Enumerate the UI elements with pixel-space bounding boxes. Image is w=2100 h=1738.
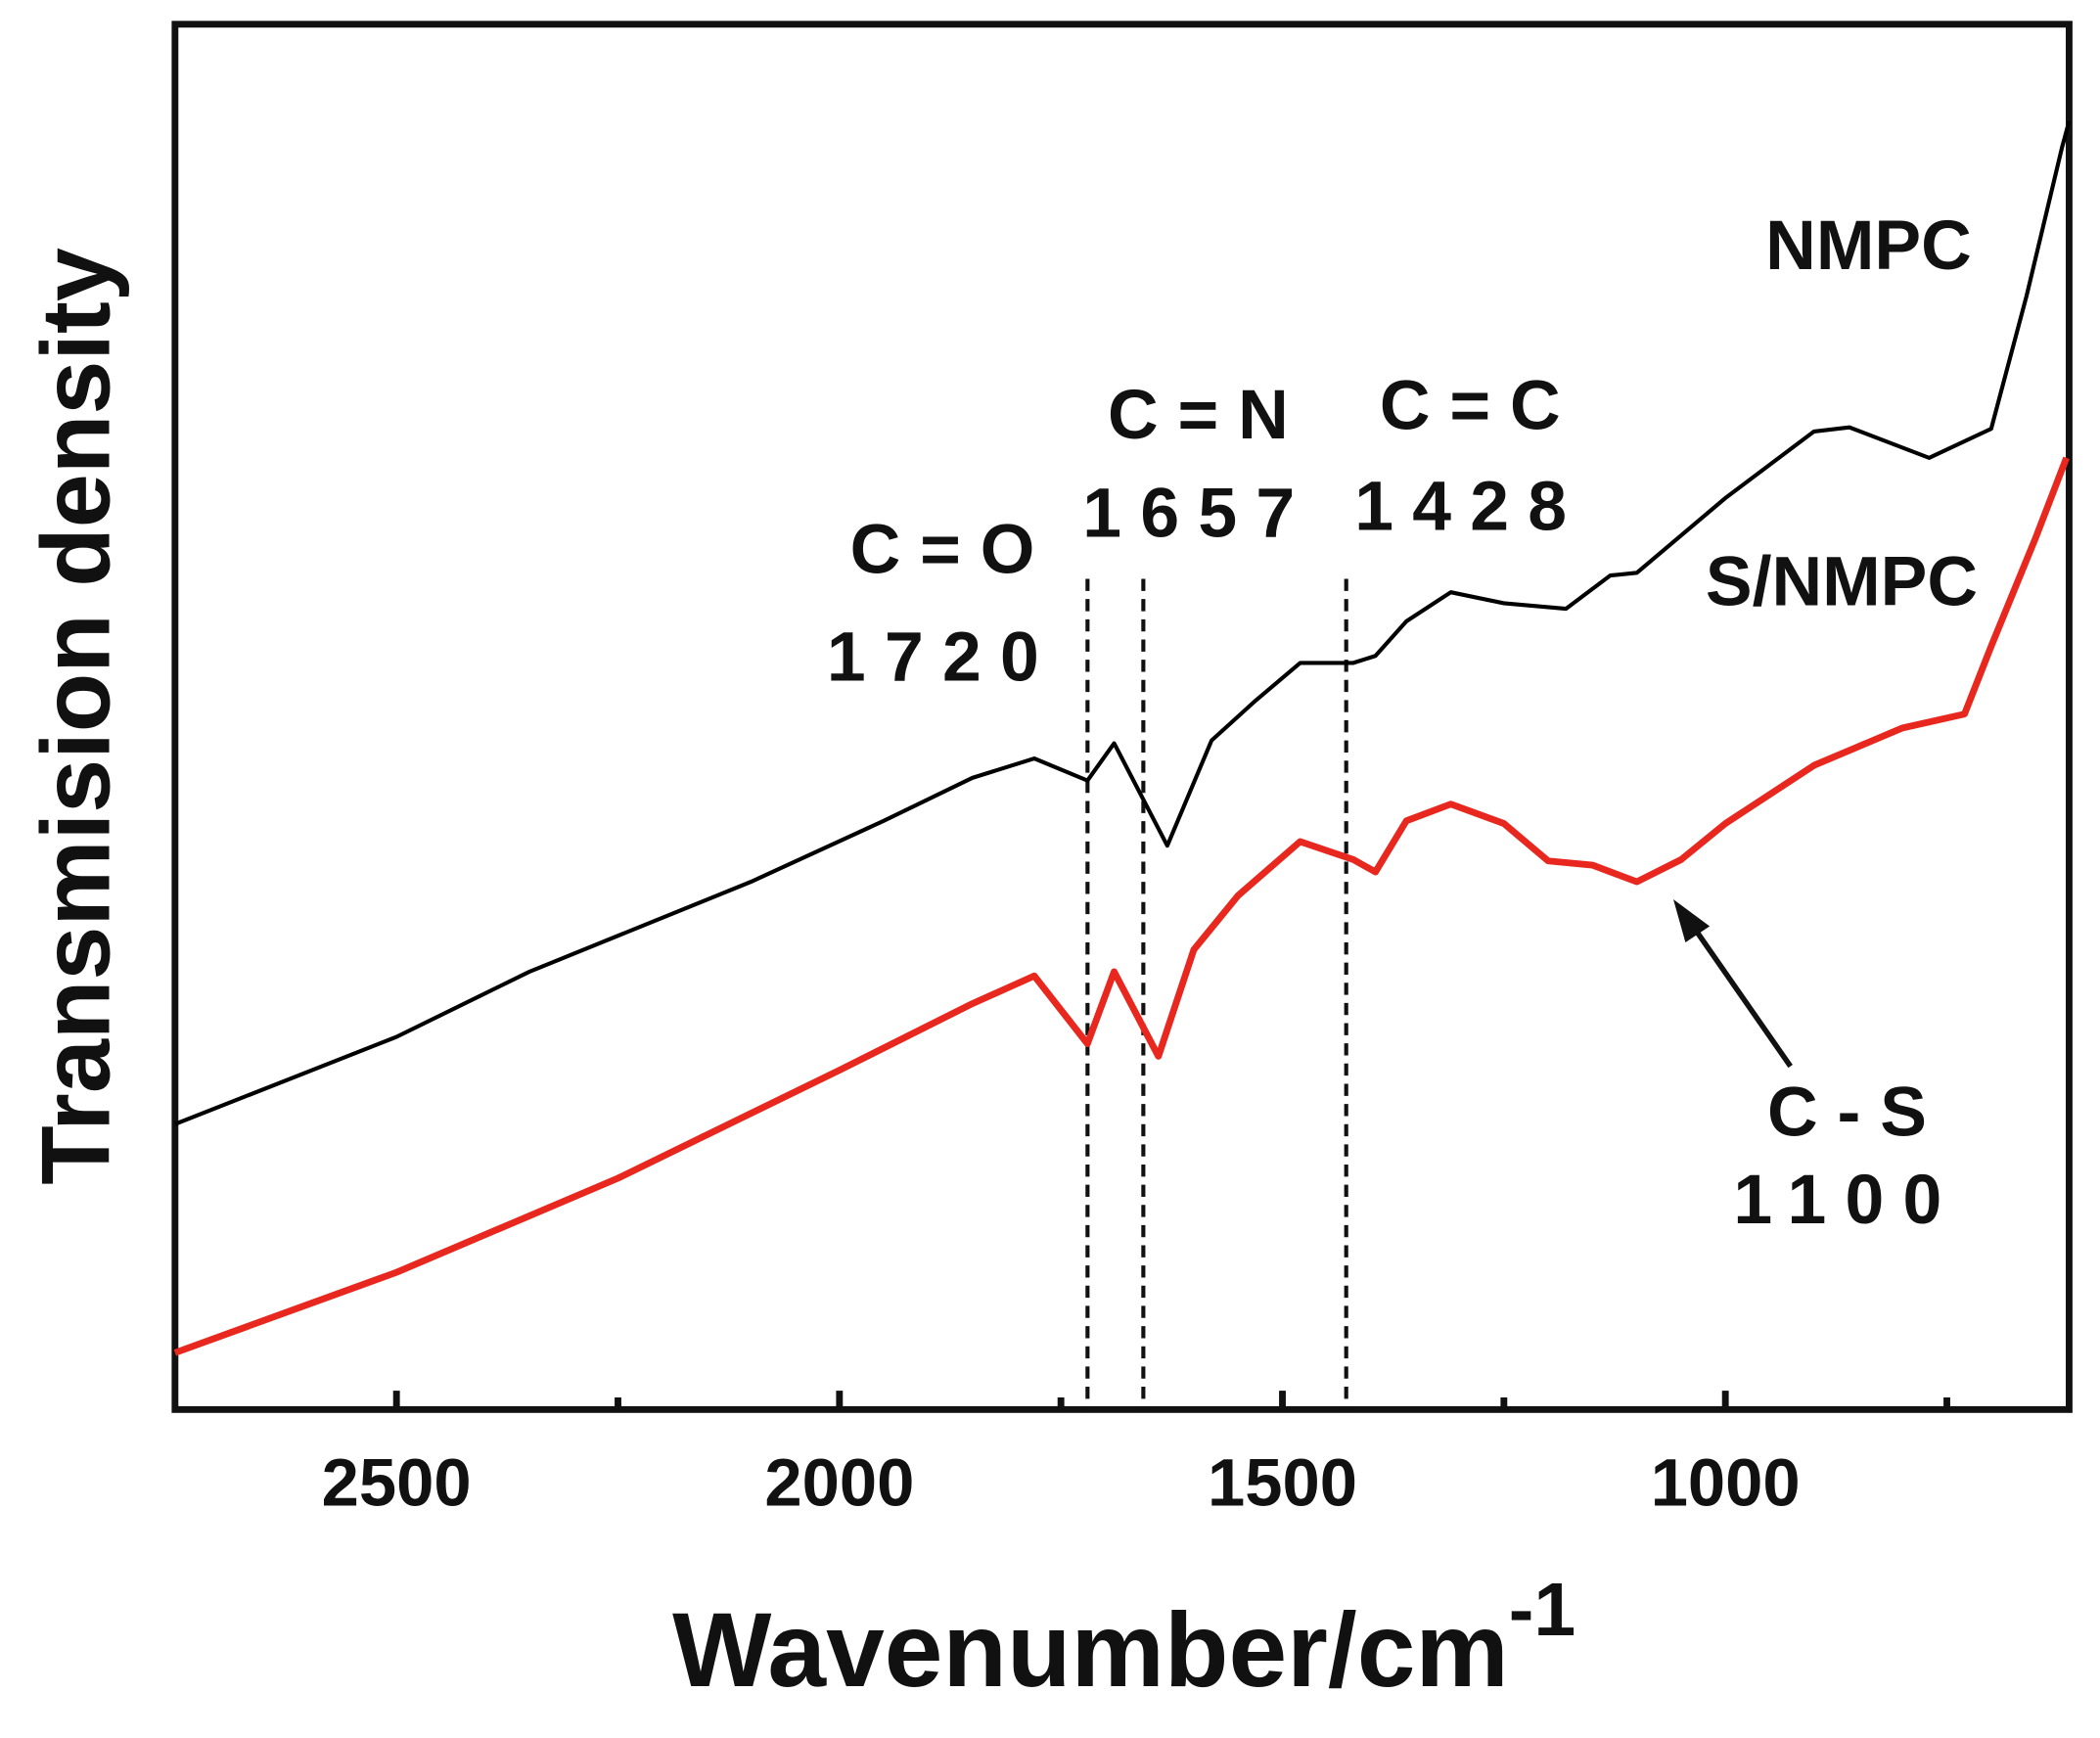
arrow-head [1672, 898, 1711, 942]
annotation-value: 1720 [827, 618, 1058, 697]
annotation-label: C = N [1108, 376, 1289, 454]
annotation-value: 1657 [1082, 475, 1313, 553]
series-label: S/NMPC [1706, 543, 1978, 621]
series-line [174, 120, 2072, 1126]
x-tick-label: 1500 [1208, 1444, 1357, 1520]
y-axis-label: Transmision density [21, 248, 129, 1185]
plot-root: Wavenumber/cm-1 Transmision density 2500… [21, 21, 2073, 1709]
x-tick-label: 2500 [322, 1444, 472, 1520]
x-axis-label-main: Wavenumber/cm [672, 1591, 1509, 1709]
arrow-shaft [1683, 913, 1793, 1069]
annotation-label: C = C [1380, 366, 1561, 444]
annotation-value: 1100 [1733, 1161, 1960, 1239]
x-tick-label: 2000 [764, 1444, 914, 1520]
series-label: NMPC [1765, 206, 1972, 285]
annotation-value: 1428 [1354, 468, 1585, 546]
plot-frame [171, 21, 2073, 1413]
x-tick-label: 1000 [1651, 1444, 1801, 1520]
series-line [173, 456, 2070, 1356]
annotation-label: C = O [850, 511, 1035, 589]
x-axis-label-sup: -1 [1509, 1568, 1575, 1652]
x-axis-label: Wavenumber/cm-1 [672, 1568, 1575, 1709]
annotation-label: C - S [1767, 1074, 1927, 1152]
